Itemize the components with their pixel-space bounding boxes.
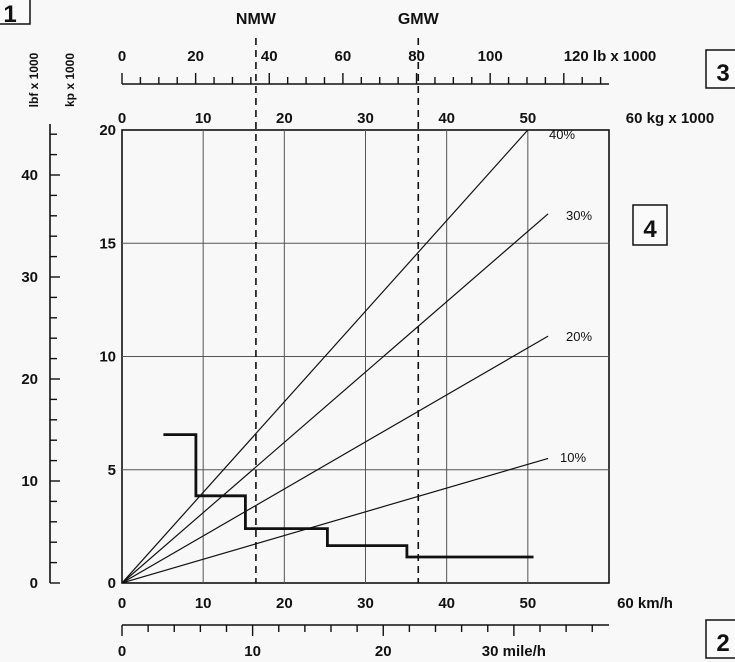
mph-tick-label: 20 (375, 643, 392, 660)
kp-tick-label: 10 (99, 349, 116, 366)
mph-tick-label: 10 (244, 643, 261, 660)
grade-line-30 (121, 213, 549, 584)
kg-tick-label: 40 (438, 110, 455, 127)
grade-line-40 (121, 129, 529, 584)
reference-label-nmw: NMW (236, 11, 277, 28)
panel-marker-2: 2 (716, 630, 729, 657)
kp-tick-label: 0 (108, 575, 116, 592)
kg-tick-label: 20 (276, 110, 293, 127)
panel-marker-3: 3 (716, 60, 729, 87)
grade-label-30: 30% (566, 208, 592, 223)
kg-axis-label: 60 kg x 1000 (626, 110, 714, 127)
kmh-tick-label: 20 (276, 595, 293, 612)
lb-tick-label: 0 (118, 48, 126, 65)
panel-marker-box-1 (0, 0, 31, 25)
grade-label-10: 10% (560, 450, 586, 465)
kp-tick-label: 15 (99, 235, 116, 252)
lbf-tick-label: 0 (30, 575, 38, 592)
kg-tick-label: 30 (357, 110, 374, 127)
kg-tick-label: 10 (195, 110, 212, 127)
mph-axis-label: 30 mile/h (482, 643, 546, 660)
panel-marker-box-3 (705, 49, 735, 89)
lb-tick-label: 20 (187, 48, 204, 65)
kg-tick-label: 0 (118, 110, 126, 127)
lb-tick-label: 40 (261, 48, 278, 65)
grid (121, 129, 610, 584)
kmh-tick-label: 40 (438, 595, 455, 612)
tractive-effort-curve (163, 433, 534, 559)
kmh-tick-label: 50 (519, 595, 536, 612)
panel-marker-box-2 (705, 619, 735, 659)
kmh-tick-label: 10 (195, 595, 212, 612)
kp-axis-label: kp x 1000 (63, 53, 77, 107)
panel-marker-box-4 (632, 204, 668, 246)
lb-tick-label: 100 (478, 48, 503, 65)
lb-axis-label: 120 lb x 1000 (564, 48, 657, 65)
panel-marker-1: 1 (3, 1, 16, 28)
lbf-tick-label: 20 (21, 371, 38, 388)
lbf-axis-label: lbf x 1000 (27, 52, 41, 107)
mph-tick-label: 0 (118, 643, 126, 660)
reference-lines (255, 38, 420, 583)
panel-marker-4: 4 (643, 216, 657, 243)
lb-tick-label: 80 (408, 48, 425, 65)
grade-line-10 (121, 457, 549, 584)
reference-label-gmw: GMW (398, 11, 440, 28)
lbf-tick-label: 30 (21, 269, 38, 286)
kmh-tick-label: 30 (357, 595, 374, 612)
kp-tick-label: 5 (108, 462, 116, 479)
grade-line-20 (121, 335, 549, 584)
kmh-axis-label: 60 km/h (617, 595, 673, 612)
series (121, 129, 549, 584)
kp-tick-label: 20 (99, 122, 116, 139)
lb-tick-label: 60 (335, 48, 352, 65)
kg-tick-label: 50 (519, 110, 536, 127)
kmh-tick-label: 0 (118, 595, 126, 612)
grade-label-20: 20% (566, 329, 592, 344)
lbf-tick-label: 10 (21, 473, 38, 490)
lbf-tick-label: 40 (21, 167, 38, 184)
grade-label-40: 40% (549, 127, 575, 142)
